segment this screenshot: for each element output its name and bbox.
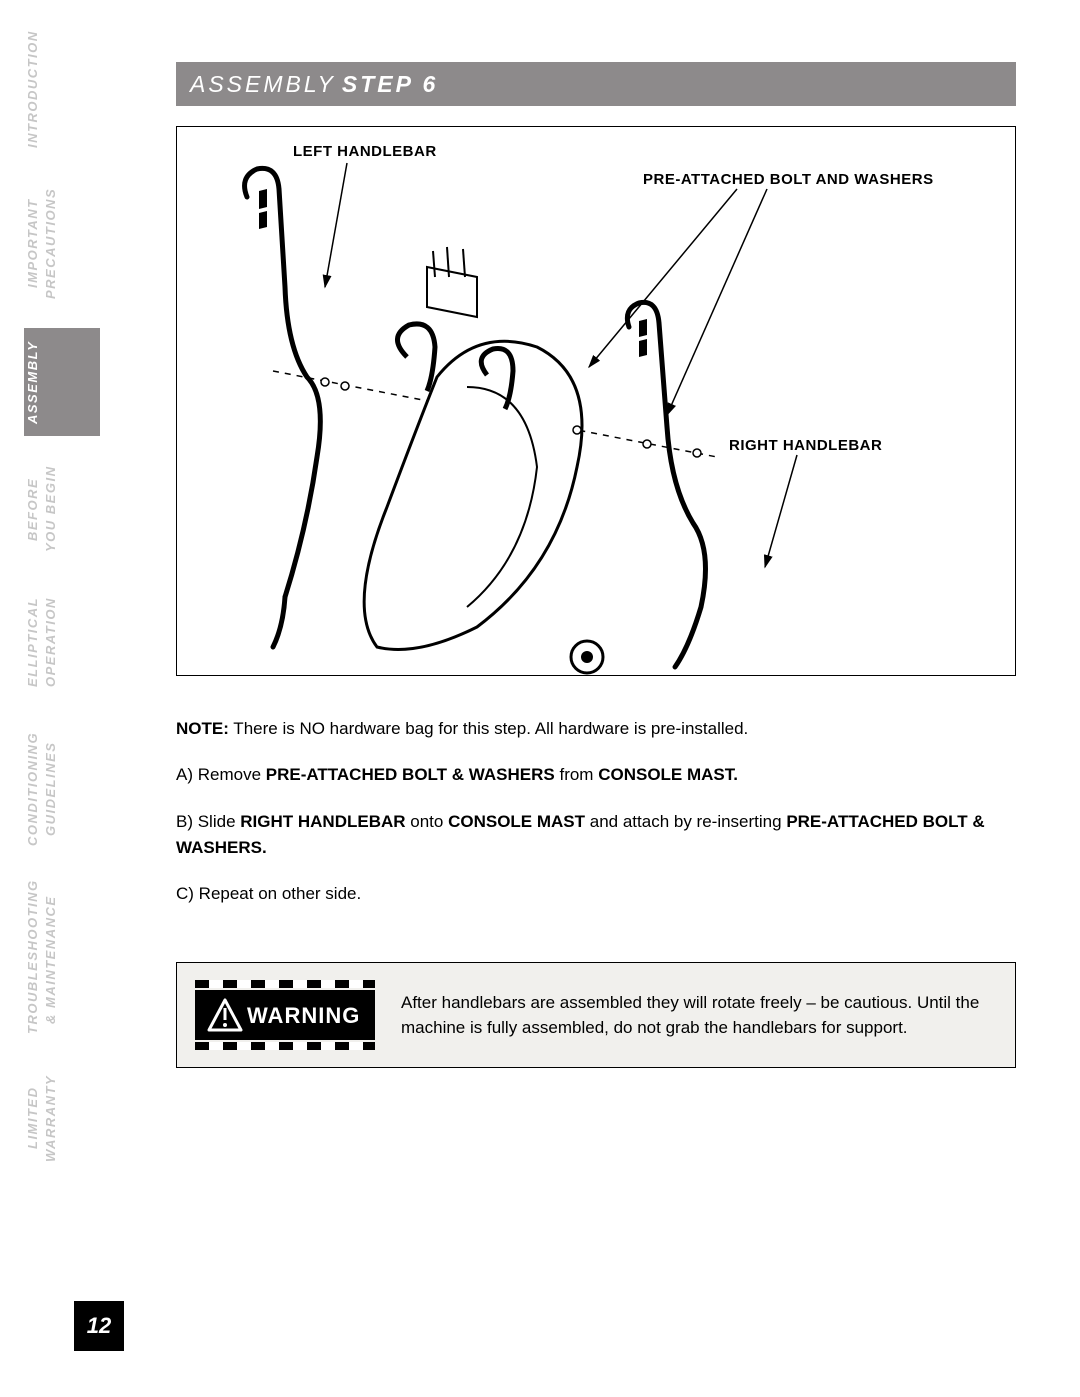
section-tab[interactable]: ASSEMBLY: [24, 328, 100, 436]
section-tab[interactable]: BEFOREYOU BEGIN: [24, 454, 100, 564]
title-prefix: ASSEMBLY: [190, 71, 336, 98]
section-tab[interactable]: CONDITIONINGGUIDELINES: [24, 720, 100, 858]
section-tab[interactable]: IMPORTANTPRECAUTIONS: [24, 176, 100, 310]
step-b: B) Slide RIGHT HANDLEBAR onto CONSOLE MA…: [176, 809, 1016, 862]
section-tab[interactable]: ELLIPTICALOPERATION: [24, 582, 100, 702]
title-suffix: STEP 6: [342, 71, 438, 98]
warning-badge-text: WARNING: [247, 1003, 360, 1028]
section-tab[interactable]: TROUBLESHOOTING& MAINTENANCE: [24, 876, 100, 1044]
note-label: NOTE:: [176, 719, 229, 738]
warning-box: WARNING After handlebars are assembled t…: [176, 962, 1016, 1068]
section-tabs-sidebar: INTRODUCTION IMPORTANTPRECAUTIONS ASSEMBLY…: [24, 36, 100, 1296]
instruction-text: NOTE: There is NO hardware bag for this …: [176, 716, 1016, 928]
warning-badge: WARNING: [195, 978, 375, 1052]
assembly-diagram: LEFT HANDLEBAR PRE-ATTACHED BOLT AND WAS…: [176, 126, 1016, 676]
page-number: 12: [74, 1301, 124, 1351]
step-a: A) Remove PRE-ATTACHED BOLT & WASHERS fr…: [176, 762, 1016, 788]
warning-text: After handlebars are assembled they will…: [401, 990, 997, 1041]
step-c: C) Repeat on other side.: [176, 881, 1016, 907]
diagram-svg: [177, 127, 1017, 677]
section-tab[interactable]: INTRODUCTION: [24, 36, 100, 158]
section-tab[interactable]: LIMITEDWARRANTY: [24, 1062, 100, 1174]
note-text: There is NO hardware bag for this step. …: [229, 719, 748, 738]
step-title-bar: ASSEMBLY STEP 6: [176, 62, 1016, 106]
manual-page: INTRODUCTION IMPORTANTPRECAUTIONS ASSEMBLY…: [0, 0, 1080, 1397]
note-line: NOTE: There is NO hardware bag for this …: [176, 716, 1016, 742]
